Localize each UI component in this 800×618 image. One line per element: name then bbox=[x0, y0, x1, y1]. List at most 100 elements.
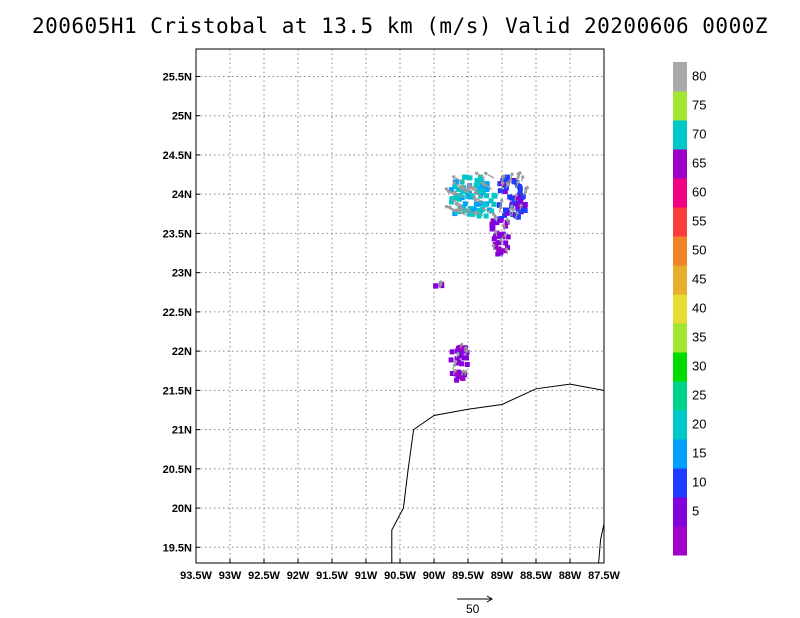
colorbar-swatch bbox=[673, 149, 687, 179]
wind-vector bbox=[480, 181, 491, 189]
wind-cell bbox=[492, 242, 498, 247]
wind-cell bbox=[502, 212, 508, 218]
wind-cell bbox=[465, 194, 471, 200]
reference-vector: 50 bbox=[457, 595, 493, 616]
y-tick-label: 19.5N bbox=[163, 542, 192, 554]
wind-cell bbox=[453, 371, 459, 377]
wind-cell bbox=[522, 208, 528, 213]
wind-cell bbox=[462, 201, 468, 207]
wind-cell bbox=[458, 206, 464, 211]
wind-vector bbox=[454, 202, 465, 210]
coastline bbox=[391, 383, 604, 563]
wind-cluster-north-blue-band bbox=[496, 170, 530, 222]
colorbar-label: 45 bbox=[692, 272, 706, 287]
wind-cell bbox=[516, 184, 522, 189]
wind-vector bbox=[452, 181, 462, 188]
axis-ticks: 93.5W 93W 92.5W 92W 91.5W 91W 90.5W 90W 89.5W 89W… bbox=[163, 71, 621, 582]
wind-vector-head bbox=[504, 233, 508, 237]
wind-cell bbox=[497, 188, 503, 194]
wind-vector-head bbox=[502, 223, 506, 227]
wind-vector-head bbox=[492, 243, 496, 247]
wind-vector-head bbox=[492, 212, 496, 216]
wind-cell bbox=[500, 231, 506, 237]
grid-lines bbox=[196, 49, 604, 563]
wind-cell bbox=[476, 213, 482, 219]
colorbar-swatch bbox=[673, 178, 687, 208]
wind-cluster-south-purple-cluster bbox=[448, 342, 470, 383]
colorbar: 5 10 15 20 25 30 35 40 45 50 55 60 65 70 75 80 bbox=[673, 62, 706, 556]
wind-cell bbox=[518, 199, 523, 205]
wind-cell bbox=[464, 350, 470, 355]
wind-cell bbox=[492, 193, 498, 199]
wind-cell bbox=[467, 211, 472, 217]
wind-vector bbox=[446, 190, 458, 197]
x-tick-label: 88.5W bbox=[520, 570, 552, 582]
x-tick-label: 93W bbox=[219, 570, 242, 582]
y-tick-label: 23.5N bbox=[163, 228, 192, 240]
wind-cluster-central-purple-cluster bbox=[489, 212, 511, 257]
wind-cell bbox=[502, 248, 508, 254]
wind-vector-head bbox=[511, 172, 514, 176]
wind-cell bbox=[448, 357, 454, 363]
wind-cell bbox=[463, 174, 469, 180]
wind-vector bbox=[472, 195, 483, 203]
y-tick-label: 24.5N bbox=[163, 150, 192, 162]
wind-vector bbox=[460, 184, 472, 192]
x-tick-label: 88W bbox=[559, 570, 582, 582]
wind-cell bbox=[494, 220, 500, 226]
wind-vector bbox=[457, 206, 469, 215]
colorbar-swatch bbox=[673, 497, 687, 527]
wind-vector bbox=[454, 208, 465, 215]
wind-cell bbox=[453, 195, 459, 201]
colorbar-swatch bbox=[673, 381, 687, 411]
wind-cell bbox=[504, 219, 510, 225]
wind-cell bbox=[507, 194, 513, 200]
wind-vector bbox=[509, 204, 513, 214]
wind-cell bbox=[490, 218, 496, 224]
wind-vector-head bbox=[500, 237, 504, 242]
wind-cell bbox=[433, 283, 439, 289]
wind-cell bbox=[522, 201, 528, 207]
wind-vector bbox=[474, 210, 484, 217]
wind-cell bbox=[502, 182, 508, 188]
x-tick-label: 89.5W bbox=[452, 570, 484, 582]
wind-cell bbox=[483, 187, 489, 192]
wind-cell bbox=[495, 251, 501, 257]
wind-cell bbox=[496, 246, 502, 252]
y-tick-label: 20.5N bbox=[163, 464, 192, 476]
wind-cell bbox=[477, 201, 483, 207]
wind-cluster-north-cyan-band bbox=[444, 171, 498, 219]
wind-cell bbox=[498, 217, 504, 223]
wind-cell bbox=[478, 191, 484, 197]
wind-vector-head bbox=[494, 214, 498, 219]
wind-cell bbox=[439, 283, 445, 289]
x-tick-label: 90.5W bbox=[384, 570, 416, 582]
colorbar-swatch bbox=[673, 62, 687, 92]
wind-vector-head bbox=[517, 211, 520, 215]
wind-vector bbox=[483, 171, 495, 179]
y-tick-label: 23N bbox=[172, 268, 192, 280]
wind-vector-head bbox=[495, 229, 499, 233]
wind-cell bbox=[458, 374, 464, 380]
wind-cell bbox=[502, 189, 508, 194]
colorbar-label: 70 bbox=[692, 127, 706, 142]
wind-cell bbox=[511, 179, 517, 185]
wind-vector bbox=[465, 208, 478, 216]
wind-vector-head bbox=[502, 175, 505, 180]
wind-cell bbox=[449, 199, 455, 205]
colorbar-swatch bbox=[673, 352, 687, 382]
x-tick-label: 92W bbox=[287, 570, 310, 582]
colorbar-label: 25 bbox=[692, 388, 706, 403]
wind-cell bbox=[482, 202, 488, 208]
wind-vector bbox=[467, 186, 479, 194]
wind-vector-head bbox=[502, 181, 505, 185]
wind-cell bbox=[453, 179, 459, 185]
x-tick-label: 91.5W bbox=[316, 570, 348, 582]
y-tick-label: 20N bbox=[172, 503, 192, 515]
wind-cell bbox=[449, 196, 455, 202]
colorbar-label: 55 bbox=[692, 214, 706, 229]
colorbar-swatch bbox=[673, 120, 687, 150]
wind-cell bbox=[454, 356, 460, 362]
wind-vector-head bbox=[440, 282, 443, 286]
